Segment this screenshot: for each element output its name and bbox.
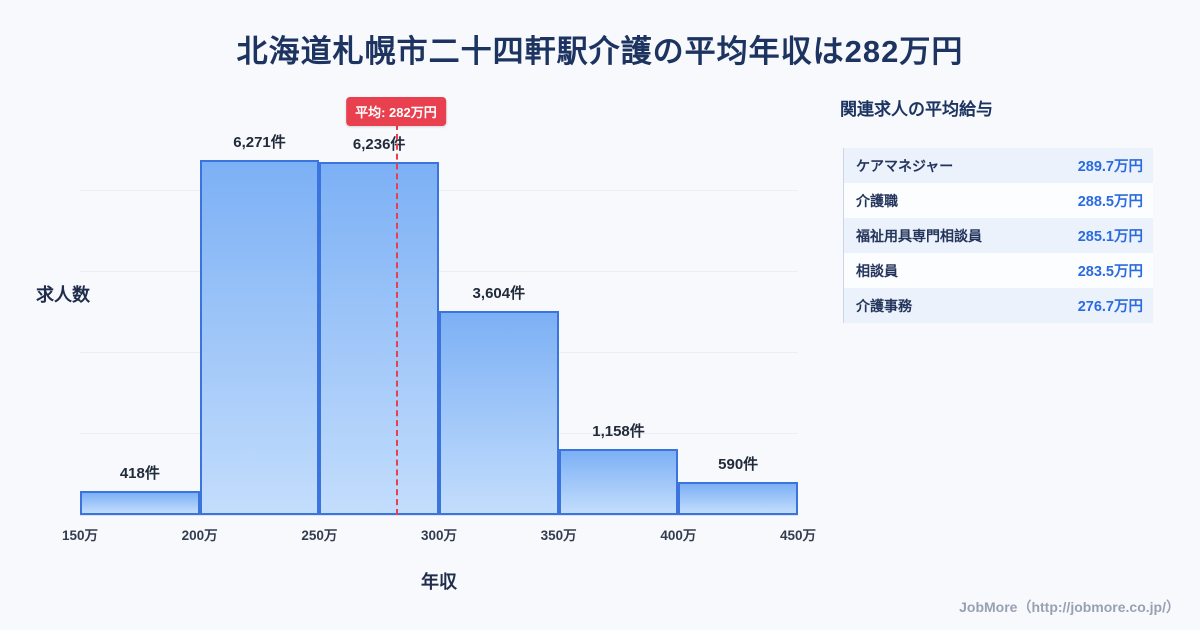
job-salary: 283.5万円 (1077, 264, 1143, 280)
average-line (395, 124, 398, 515)
job-title: 福祉用具専門相談員 (856, 227, 982, 244)
histogram-bar (80, 491, 200, 515)
page-title: 北海道札幌市二十四軒駅介護の平均年収は282万円 (236, 34, 964, 69)
job-salary: 289.7万円 (1077, 159, 1143, 175)
bar-count-label: 418件 (119, 465, 160, 482)
x-tick-label: 250万 (301, 528, 338, 543)
x-tick-label: 150万 (61, 528, 99, 543)
bar-count-label: 3,604件 (472, 285, 526, 302)
histogram-bar (439, 311, 559, 515)
related-job-row: 介護事務 276.7万円 (844, 288, 1153, 323)
x-tick-label: 450万 (779, 528, 817, 543)
job-salary: 288.5万円 (1077, 194, 1143, 210)
histogram-bar (319, 162, 439, 515)
histogram-bar (199, 160, 320, 515)
x-tick-label: 350万 (540, 528, 577, 543)
average-badge: 平均: 282万円 (346, 97, 446, 126)
x-tick-label: 400万 (660, 528, 697, 543)
x-axis-ticks: 150万 200万 250万 300万 350万 400万 450万 (62, 524, 816, 544)
bar-count-label: 590件 (718, 456, 759, 473)
related-jobs-panel-title: 関連求人の平均給与 (840, 100, 993, 119)
x-tick-label: 200万 (181, 528, 218, 543)
job-title: 介護職 (856, 192, 898, 209)
histogram-bar (558, 449, 679, 515)
x-tick-label: 300万 (420, 528, 458, 543)
related-jobs-table: ケアマネジャー 289.7万円介護職 288.5万円福祉用具専門相談員 285.1万円… (843, 148, 1153, 323)
y-axis-label: 求人数 (36, 285, 90, 305)
related-job-row: 介護職 288.5万円 (844, 183, 1153, 218)
job-title: 介護事務 (856, 297, 912, 314)
x-axis-label: 年収 (421, 572, 457, 592)
related-job-row: ケアマネジャー 289.7万円 (844, 148, 1153, 183)
gridline (80, 271, 798, 272)
related-job-row: 相談員 283.5万円 (844, 253, 1153, 288)
footer-credit: JobMore（http://jobmore.co.jp/） (959, 599, 1180, 615)
histogram-bar (678, 482, 798, 515)
job-salary: 276.7万円 (1077, 299, 1143, 315)
job-salary: 285.1万円 (1077, 229, 1143, 245)
related-job-row: 福祉用具専門相談員 285.1万円 (844, 218, 1153, 253)
gridline (80, 190, 798, 191)
job-title: 相談員 (856, 262, 898, 279)
bar-count-label: 6,271件 (233, 134, 286, 151)
salary-histogram: 418件 6,271件 6,236件 3,604件 1,158件 590件 (80, 110, 798, 516)
bar-count-label: 1,158件 (592, 423, 645, 440)
bar-count-label: 6,236件 (352, 136, 406, 153)
job-title: ケアマネジャー (856, 157, 954, 174)
